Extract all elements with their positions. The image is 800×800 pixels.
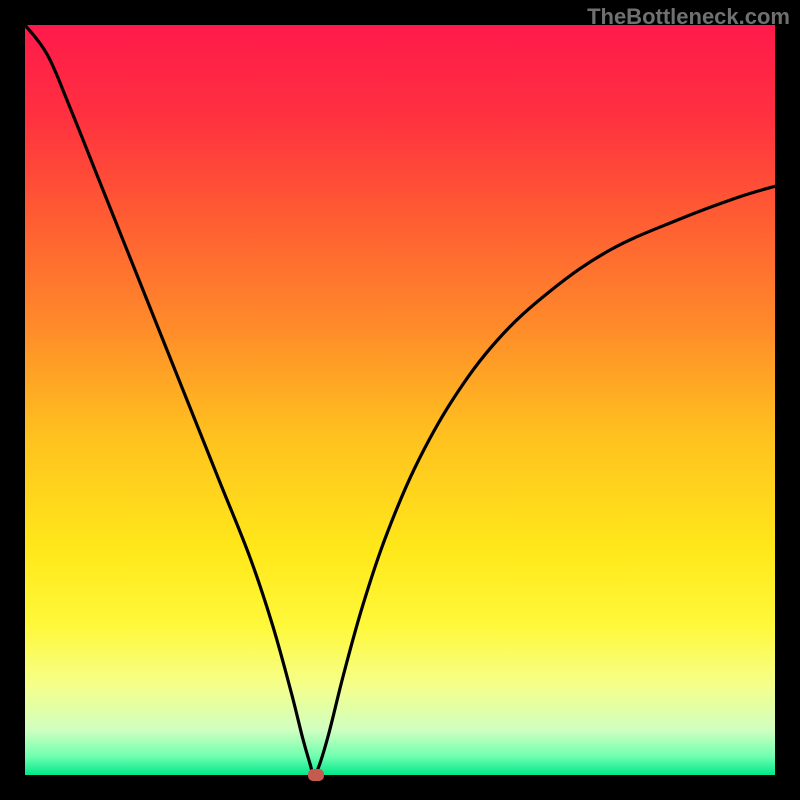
watermark-label: TheBottleneck.com — [587, 4, 790, 30]
chart-stage: TheBottleneck.com — [0, 0, 800, 800]
gradient-plot-area — [25, 25, 775, 775]
optimum-marker — [308, 769, 324, 781]
chart-svg — [0, 0, 800, 800]
